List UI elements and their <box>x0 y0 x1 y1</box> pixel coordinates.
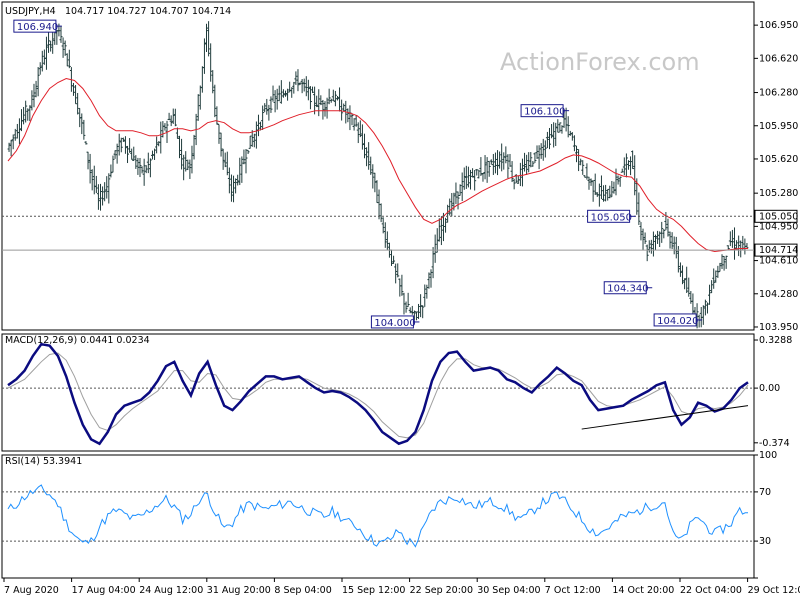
macd-trendline <box>581 405 749 430</box>
symbol-title: USDJPY,H4 <box>5 6 56 17</box>
macd-tick-label: 0.00 <box>759 383 780 394</box>
annotation-label: 104.340 <box>607 284 648 295</box>
price-tick-label: 106.950 <box>759 20 798 31</box>
annotation-box <box>13 19 57 33</box>
price-tick-label: 103.950 <box>759 322 798 333</box>
annotation-label: 105.050 <box>591 212 632 223</box>
x-tick-label: 29 Oct 12:00 <box>748 585 800 596</box>
price-tick-label: 106.620 <box>759 53 798 64</box>
annotation-label: 106.940 <box>17 22 58 33</box>
current-price-tag <box>754 243 798 257</box>
macd-line <box>7 342 749 446</box>
price-tick-label: 104.280 <box>759 289 798 300</box>
macd-panel: MACD(12,26,9) 0.0441 0.0234 0.3288 0.00 -0.… <box>1 333 792 452</box>
resistance-label: 105.050 <box>759 211 798 222</box>
macd-title: MACD(12,26,9) 0.0441 0.0234 <box>5 335 150 346</box>
rsi-line <box>7 484 748 548</box>
rsi-tick-label: 30 <box>759 536 771 547</box>
price-panel: 106.950 106.620 106.280 105.950 105.620 105.2… <box>1 1 798 333</box>
x-tick-label: 17 Aug 04:00 <box>72 585 136 596</box>
watermark: ActionForex.com <box>500 48 700 76</box>
macd-tick-label: 0.3288 <box>759 335 792 346</box>
macd-frame <box>1 333 755 452</box>
sma-line <box>7 77 748 253</box>
price-bars <box>7 21 749 329</box>
rsi-frame <box>1 454 755 579</box>
x-tick-label: 7 Oct 12:00 <box>545 585 601 596</box>
x-tick-label: 30 Sep 04:00 <box>477 585 540 596</box>
resistance-tag <box>754 209 798 223</box>
price-tick-label: 106.280 <box>759 88 798 99</box>
x-tick-label: 24 Aug 12:00 <box>139 585 203 596</box>
x-axis: 7 Aug 2020 17 Aug 04:00 24 Aug 12:00 31 Aug… <box>3 578 800 596</box>
price-tick-label: 104.950 <box>759 221 798 232</box>
x-tick-label: 8 Sep 04:00 <box>274 585 331 596</box>
macd-tick-label: -0.374 <box>759 438 790 449</box>
annotation-label: 106.100 <box>524 107 565 118</box>
x-tick-label: 7 Aug 2020 <box>4 585 59 596</box>
current-price-label: 104.714 <box>759 245 798 256</box>
price-tick-label: 104.610 <box>759 256 798 267</box>
ohlc-readout: 104.717 104.727 104.707 104.714 <box>65 6 231 17</box>
annotation-box <box>587 209 631 223</box>
annotation-box <box>653 313 697 327</box>
x-tick-label: 15 Sep 12:00 <box>342 585 405 596</box>
price-tick-label: 105.950 <box>759 121 798 132</box>
annotation-box <box>603 281 647 295</box>
x-tick-label: 22 Sep 20:00 <box>410 585 473 596</box>
x-tick-label: 31 Aug 20:00 <box>207 585 271 596</box>
price-frame <box>1 1 755 331</box>
annotation-box <box>370 315 414 329</box>
rsi-tick-label: 100 <box>759 450 777 461</box>
annotation-label: 104.000 <box>374 318 415 329</box>
price-tick-label: 105.620 <box>759 154 798 165</box>
price-tick-label: 105.280 <box>759 188 798 199</box>
x-tick-label: 22 Oct 04:00 <box>680 585 742 596</box>
annotation-label: 104.020 <box>657 316 698 327</box>
annotation-box <box>520 104 564 118</box>
rsi-tick-label: 70 <box>759 487 771 498</box>
x-tick-label: 14 Oct 20:00 <box>612 585 674 596</box>
rsi-title: RSI(14) 53.3941 <box>5 456 82 467</box>
rsi-panel: RSI(14) 53.3941 100 70 30 <box>1 450 777 579</box>
